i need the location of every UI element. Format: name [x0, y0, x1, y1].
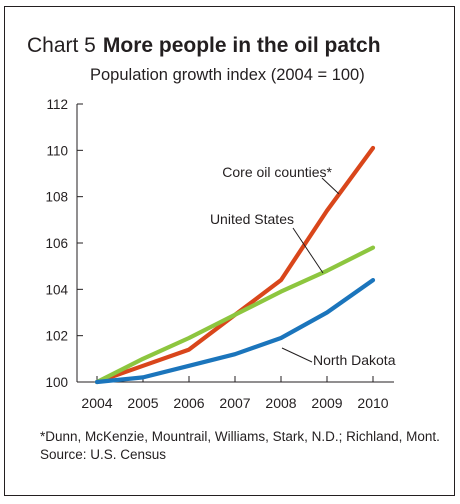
- x-tick-label: 2006: [173, 395, 204, 411]
- north-dakota-line: [94, 278, 376, 385]
- y-tick-label: 112: [46, 97, 68, 112]
- y-tick-label: 100: [45, 375, 68, 390]
- y-tick-label: 108: [45, 190, 68, 205]
- y-tick-label: 104: [45, 282, 68, 297]
- north-dakota-leader-line: [281, 347, 313, 363]
- united-states-line: [94, 245, 376, 385]
- north-dakota-label: North Dakota: [313, 352, 396, 368]
- chart-frame: [4, 6, 455, 496]
- source-text: Source: U.S. Census: [40, 447, 167, 462]
- core-oil-counties-label: Core oil counties*: [222, 164, 332, 180]
- chart-heading: Chart 5 More people in the oil patch: [27, 33, 381, 59]
- y-tick-label: 110: [46, 143, 68, 158]
- footnote-block: *Dunn, McKenzie, Mountrail, Williams, St…: [40, 428, 440, 464]
- united-states-leader-line: [292, 227, 324, 274]
- x-tick-label: 2005: [127, 395, 158, 411]
- x-tick-label: 2008: [265, 395, 296, 411]
- footnote-text: *Dunn, McKenzie, Mountrail, Williams, St…: [40, 429, 440, 444]
- core-oil-counties-line: [94, 145, 376, 385]
- core-oil-counties-leader-line: [321, 177, 340, 195]
- y-tick-label: 106: [45, 236, 68, 251]
- y-tick-label: 102: [45, 329, 68, 344]
- chart-number-label: Chart 5: [27, 34, 96, 57]
- chart-title: More people in the oil patch: [102, 34, 381, 57]
- chart-subtitle: Population growth index (2004 = 100): [90, 66, 365, 84]
- x-tick-label: 2004: [81, 395, 112, 411]
- x-tick-label: 2010: [357, 395, 388, 411]
- x-tick-label: 2009: [311, 395, 342, 411]
- united-states-label: United States: [210, 211, 294, 227]
- x-tick-label: 2007: [219, 395, 250, 411]
